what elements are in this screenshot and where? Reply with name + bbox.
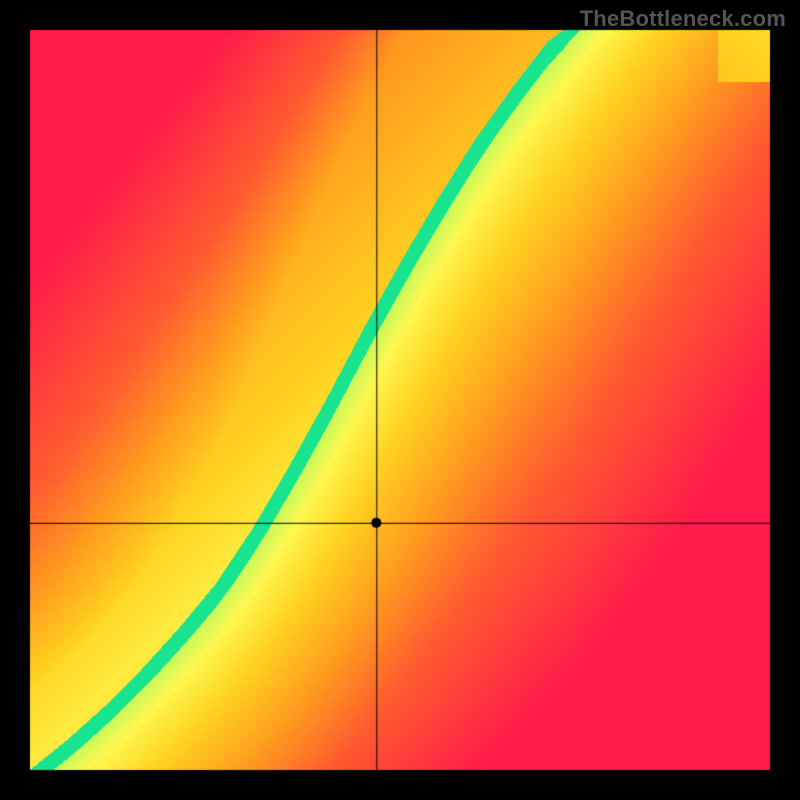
bottleneck-heatmap bbox=[0, 0, 800, 800]
watermark-text: TheBottleneck.com bbox=[580, 6, 786, 32]
chart-container: TheBottleneck.com bbox=[0, 0, 800, 800]
